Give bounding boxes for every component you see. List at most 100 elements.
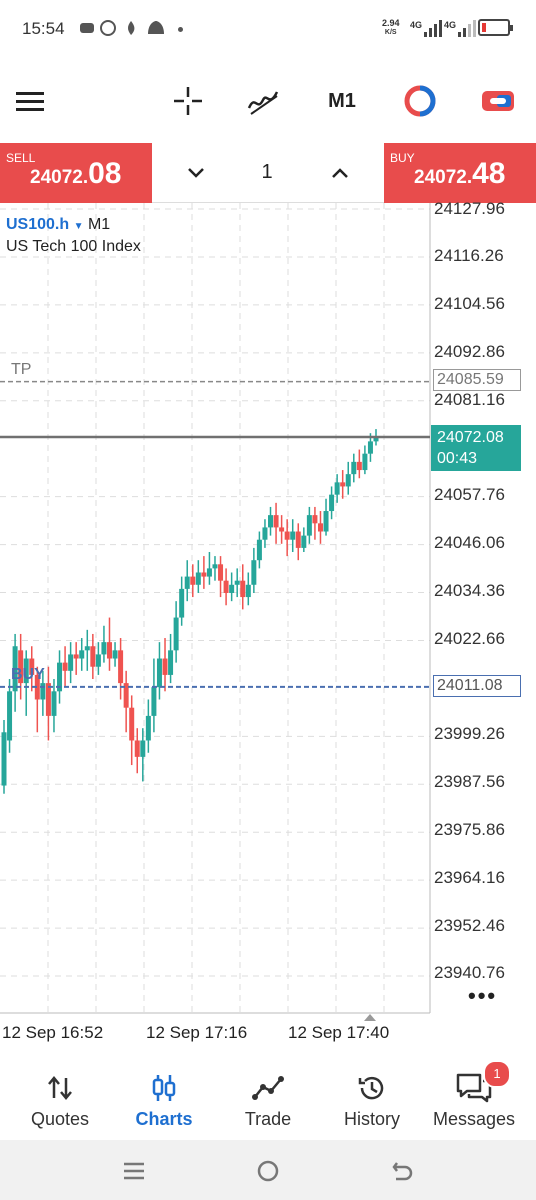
- indicators-icon: [247, 91, 279, 115]
- home-button[interactable]: [250, 1153, 286, 1189]
- chart-canvas[interactable]: [0, 203, 536, 1060]
- candle-body: [118, 650, 124, 684]
- candle-body: [195, 572, 201, 585]
- net-speed-unit: K/S: [384, 29, 397, 36]
- timeframe-label: M1: [328, 89, 356, 112]
- candle-body: [251, 560, 257, 585]
- nav-messages-label: Messages: [432, 1109, 516, 1129]
- candle-body: [62, 662, 68, 671]
- more-options-button[interactable]: •••: [468, 983, 498, 1008]
- buy-button[interactable]: BUY 24072.48: [384, 143, 536, 203]
- nav-quotes[interactable]: Quotes: [8, 1060, 112, 1140]
- candle-body: [351, 461, 357, 475]
- candle-body: [156, 658, 162, 688]
- recent-apps-button[interactable]: [116, 1153, 152, 1189]
- candle-body: [12, 646, 18, 692]
- clock: 15:54: [22, 19, 65, 38]
- candle-body: [262, 527, 268, 540]
- notification-icon-group: [80, 20, 164, 36]
- candle-body: [73, 654, 79, 659]
- candle-body: [1, 732, 7, 786]
- candle-body: [329, 494, 335, 512]
- net-speed: 2.94 K/S: [382, 18, 400, 38]
- candle-body: [151, 687, 157, 716]
- bottom-navigation: Quotes Charts Trade History 1 Messages: [0, 1060, 536, 1140]
- nav-trade[interactable]: Trade: [216, 1060, 320, 1140]
- symbol-description: US Tech 100 Index: [6, 238, 141, 255]
- sell-button[interactable]: SELL 24072.08: [0, 143, 152, 203]
- candle-body: [218, 564, 224, 581]
- candle-body: [184, 576, 190, 589]
- buy-price-tag[interactable]: 24011.08: [433, 675, 521, 697]
- current-price-tag: 24072.08 00:43: [431, 425, 521, 471]
- price-tick: 23964.16: [434, 868, 505, 887]
- time-tick: 12 Sep 16:52: [2, 1023, 104, 1042]
- chart-color-button[interactable]: [400, 78, 440, 124]
- current-price: 24072.08: [437, 429, 504, 446]
- candle-body: [57, 662, 63, 692]
- candle-body: [45, 683, 51, 716]
- candle-body: [240, 580, 246, 598]
- chevron-down-icon: [188, 168, 204, 178]
- buy-position-label: BUY: [11, 666, 45, 683]
- back-icon: [392, 1162, 413, 1181]
- candle-body: [7, 691, 13, 741]
- volume-value[interactable]: 1: [261, 161, 273, 183]
- price-tick: 23952.46: [434, 916, 505, 935]
- candle-body: [23, 658, 29, 684]
- candle-body: [18, 650, 24, 684]
- chart-symbol[interactable]: US100.h ▼ M1: [6, 216, 110, 234]
- candle-body: [229, 584, 235, 593]
- menu-button[interactable]: [10, 78, 50, 124]
- candle-body: [295, 531, 301, 548]
- tp-price-tag[interactable]: 24085.59: [433, 369, 521, 391]
- price-chart[interactable]: US100.h ▼ M1 US Tech 100 Index 24127.96 …: [0, 199, 536, 1060]
- candle-body: [234, 580, 240, 585]
- candle-body: [223, 580, 229, 593]
- candle-body: [245, 584, 251, 598]
- candle-body: [306, 515, 312, 536]
- price-tick: 24116.26: [434, 246, 504, 265]
- indicators-button[interactable]: [244, 78, 284, 124]
- candle-body: [106, 642, 112, 659]
- symbol-label: US100.h: [6, 216, 70, 233]
- volume-decrease-button[interactable]: [178, 155, 214, 191]
- candle-body: [334, 482, 340, 495]
- price-tick: 24022.66: [434, 629, 505, 648]
- one-click-trading-button[interactable]: [478, 78, 518, 124]
- sell-label: SELL: [6, 151, 36, 165]
- signal-icon-1: [424, 20, 442, 37]
- candle-body: [273, 515, 279, 528]
- price-tick: 24034.36: [434, 581, 505, 600]
- messages-badge: 1: [483, 1060, 511, 1088]
- candle-body: [95, 654, 101, 667]
- timeframe-button[interactable]: M1: [320, 78, 364, 124]
- more-notifications-dot: [178, 27, 183, 32]
- price-tick: 24104.56: [434, 294, 505, 313]
- nav-messages[interactable]: 1 Messages: [422, 1060, 526, 1140]
- candle-body: [34, 674, 40, 700]
- candle-body: [284, 531, 290, 540]
- nav-charts-label: Charts: [135, 1109, 193, 1129]
- candle-body: [268, 515, 274, 528]
- net-speed-value: 2.94: [382, 18, 400, 28]
- bar-countdown: 00:43: [437, 450, 478, 467]
- price-tick: 24057.76: [434, 485, 505, 504]
- candle-body: [51, 691, 57, 716]
- buy-price-big: 48: [472, 157, 506, 190]
- candle-body: [290, 531, 296, 540]
- sell-price-main: 24072.: [30, 167, 89, 188]
- price-tick: 23999.26: [434, 724, 505, 743]
- chart-color-icon: [404, 85, 436, 117]
- candle-body: [112, 650, 118, 659]
- volume-control: 1: [152, 143, 384, 203]
- candle-body: [179, 588, 185, 618]
- volume-increase-button[interactable]: [322, 155, 358, 191]
- nav-history[interactable]: History: [320, 1060, 424, 1140]
- nav-charts[interactable]: Charts: [112, 1060, 216, 1140]
- candle-body: [68, 654, 74, 671]
- back-button[interactable]: [384, 1153, 420, 1189]
- crosshair-button[interactable]: [168, 78, 208, 124]
- candle-body: [356, 461, 362, 471]
- candle-body: [79, 650, 85, 659]
